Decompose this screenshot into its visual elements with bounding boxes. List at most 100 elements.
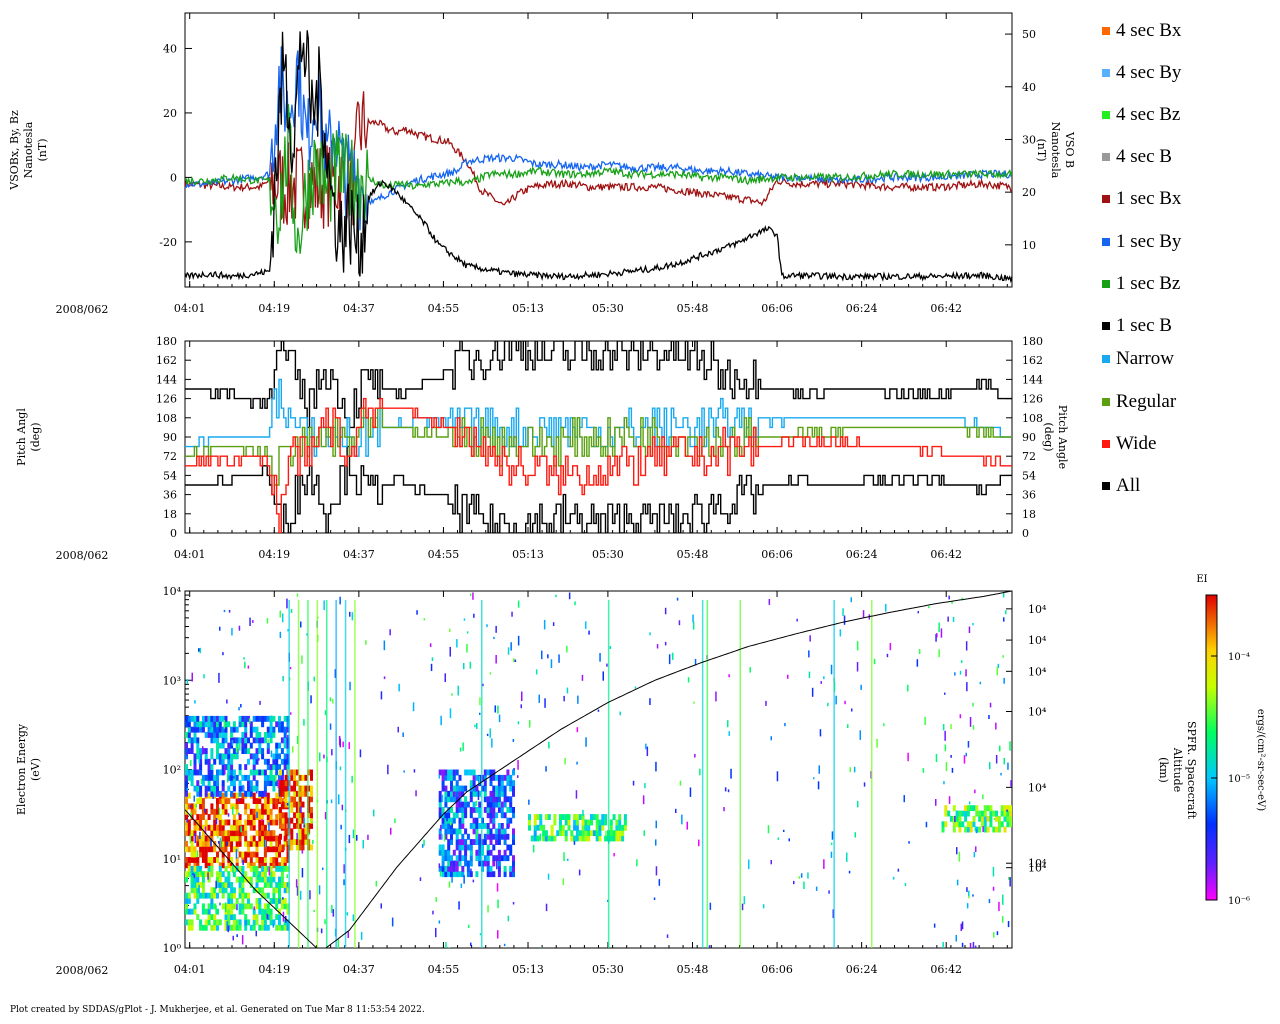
spectrogram-cell	[239, 924, 241, 929]
spectrogram-cell	[240, 826, 242, 833]
spectrogram-cell	[221, 742, 225, 749]
spectrogram-cell	[269, 814, 273, 820]
spectrogram-cell	[486, 812, 490, 819]
y-right-tick-label: 0	[1022, 527, 1029, 540]
spectrogram-cell	[444, 817, 448, 824]
spectrogram-cell	[310, 844, 313, 851]
spectrogram-cell	[809, 635, 811, 642]
spectrogram-cell	[293, 785, 297, 792]
spectrogram-cell	[743, 896, 746, 905]
spectrogram-cell	[873, 658, 876, 665]
date-label: 2008/062	[56, 549, 109, 562]
spectrogram-cell	[284, 796, 288, 803]
spectrogram-cell	[547, 814, 551, 820]
spectrogram-cell	[283, 898, 287, 904]
spectrogram-cell	[263, 785, 267, 792]
spectrogram-cell	[566, 687, 569, 694]
spectrogram-cell	[972, 622, 974, 626]
spectrogram-cell	[446, 813, 448, 822]
spectrogram-cell	[196, 857, 200, 863]
spectrogram-cell	[263, 876, 267, 883]
spectrogram-cell	[981, 821, 984, 828]
spectrogram-cell	[295, 769, 299, 776]
spectrogram-cell	[709, 902, 712, 910]
spectrogram-cell	[193, 892, 197, 899]
spectrogram-cell	[509, 844, 513, 851]
spectrogram-cell	[585, 621, 587, 629]
spectrogram-cell	[207, 732, 211, 738]
spectrogram-cell	[196, 862, 200, 869]
spectrogram-cell	[199, 865, 203, 872]
spectrogram-cell	[224, 876, 228, 883]
spectrogram-cell	[252, 887, 256, 894]
spectrogram-cell	[310, 807, 313, 813]
spectrogram-cell	[210, 862, 214, 869]
spectrogram-cell	[223, 609, 226, 613]
spectrogram-cell	[988, 715, 990, 719]
spectrogram-cell	[293, 812, 297, 819]
spectrogram-cell	[232, 792, 236, 799]
spectrogram-cell	[574, 601, 576, 606]
spectrogram-cell	[241, 748, 245, 754]
spectrogram-cell	[255, 919, 259, 926]
spectrogram-cell	[509, 865, 513, 872]
spectrogram-cell	[715, 691, 717, 702]
spectrogram-cell	[517, 775, 519, 778]
spectrogram-cell	[185, 732, 188, 738]
spectrogram-cell	[284, 785, 288, 792]
spectrogram-cell	[907, 684, 909, 692]
spectrogram-cell	[286, 874, 288, 879]
spectrogram-cell	[440, 824, 442, 831]
spectrogram-cell	[269, 862, 273, 869]
spectrogram-cell	[191, 877, 193, 885]
spectrogram-cell	[266, 814, 270, 820]
spectrogram-cell	[472, 769, 476, 776]
spectrogram-cell	[469, 823, 473, 829]
spectrogram-cell	[282, 675, 284, 682]
spectrogram-cell	[213, 830, 217, 837]
spectrogram-cell	[224, 840, 228, 847]
spectrogram-cell	[489, 780, 493, 787]
spectrogram-cell	[238, 769, 242, 776]
spectrogram-cell	[193, 769, 197, 776]
spectrogram-cell	[506, 844, 510, 851]
spectrogram-cell	[655, 761, 657, 772]
spectrogram-cell	[475, 849, 479, 856]
spectrogram-cell	[958, 815, 962, 822]
spectrogram-cell	[272, 774, 276, 781]
spectrogram-cell	[469, 807, 473, 813]
spectrogram-cell	[272, 898, 276, 904]
spectrogram-cell	[249, 769, 253, 776]
spectrogram-cell	[808, 671, 811, 679]
spectrogram-cell	[609, 824, 613, 831]
spectrogram-cell	[601, 814, 605, 820]
spectrogram-cell	[187, 792, 191, 799]
spectrogram-cell	[441, 769, 445, 776]
spectrogram-cell	[581, 814, 585, 820]
spectrogram-cell	[199, 758, 203, 765]
spectrogram-cell	[621, 835, 625, 842]
spectrogram-cell	[247, 790, 250, 797]
spectrogram-cell	[298, 844, 302, 851]
spectrogram-cell	[247, 819, 250, 826]
spectrogram-cell	[232, 721, 236, 728]
spectrogram-cell	[492, 844, 496, 851]
spectrogram-cell	[416, 610, 418, 615]
legend-label: 4 sec Bz	[1116, 104, 1181, 125]
spectrogram-cell	[830, 851, 833, 858]
spectrogram-cell	[244, 774, 248, 781]
spectrogram-cell	[269, 774, 273, 781]
spectrogram-cell	[269, 819, 273, 826]
spectrogram-cell	[306, 633, 308, 636]
spectrogram-cell	[452, 865, 456, 872]
spectrogram-cell	[986, 805, 990, 812]
spectrogram-cell	[438, 849, 442, 856]
series-line-1-sec-bz	[185, 104, 1012, 254]
legend-swatch	[1102, 27, 1110, 35]
spectrogram-cell	[295, 879, 298, 888]
spectrogram-cell	[383, 676, 386, 680]
spectrogram-cell	[223, 720, 226, 729]
spectrogram-cell	[487, 905, 489, 913]
spectrogram-cell	[503, 774, 507, 781]
